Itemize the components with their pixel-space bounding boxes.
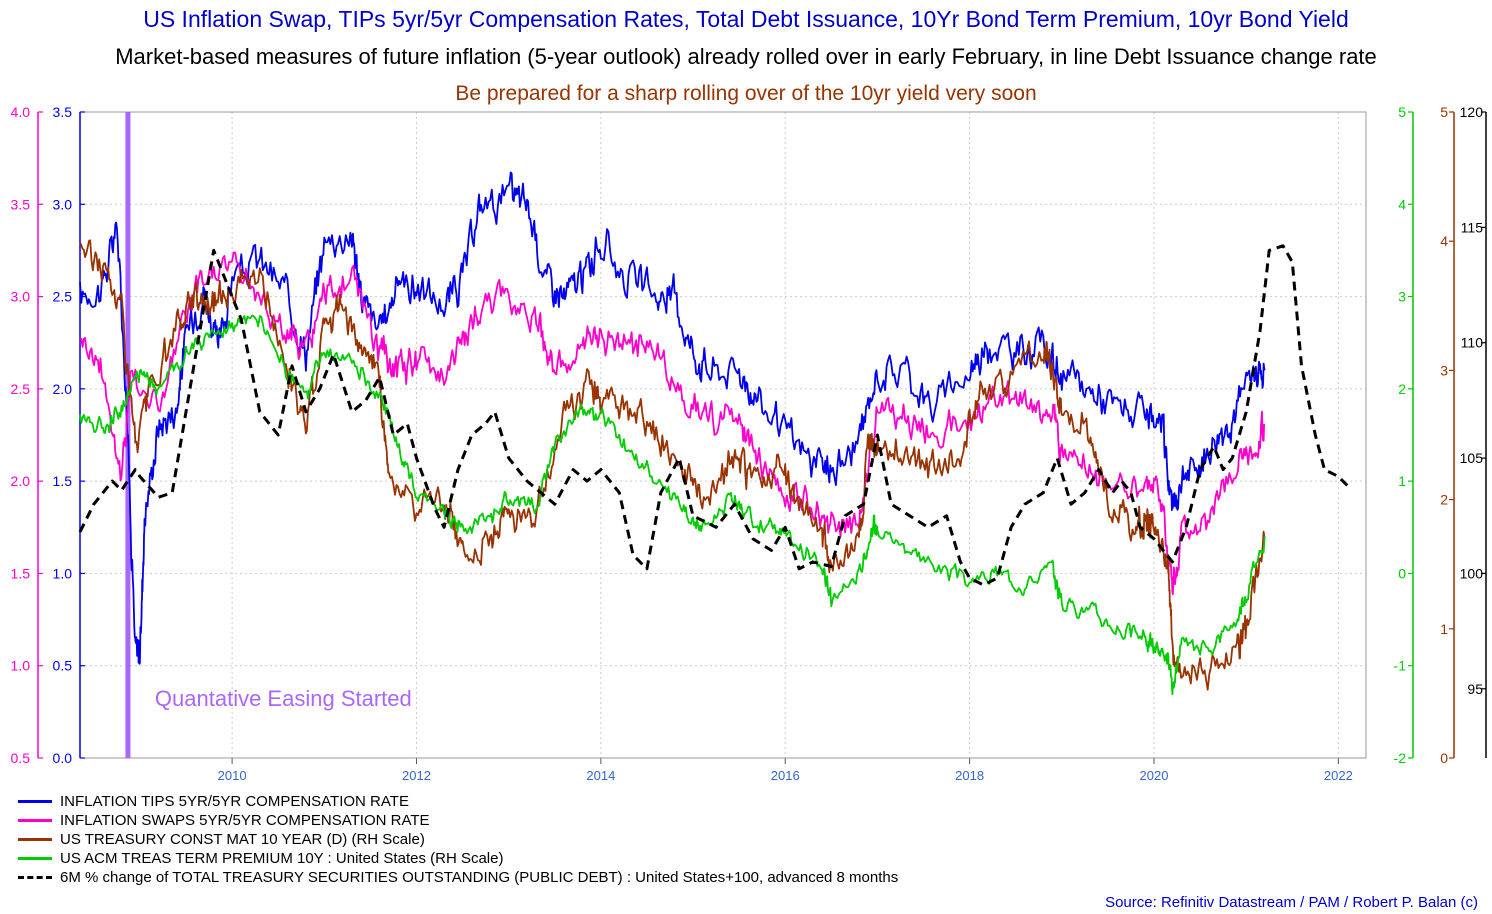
chart-subtitle: Market-based measures of future inflatio…: [115, 44, 1377, 69]
right_1-tick-label: 2: [1398, 381, 1406, 397]
legend-item: US ACM TREAS TERM PREMIUM 10Y : United S…: [18, 849, 898, 868]
chart-title: US Inflation Swap, TIPs 5yr/5yr Compensa…: [143, 6, 1349, 32]
source-note: Source: Refinitiv Datastream / PAM / Rob…: [1105, 894, 1478, 911]
legend-item: INFLATION SWAPS 5YR/5YR COMPENSATION RAT…: [18, 811, 898, 830]
right_3-tick-label: 95: [1467, 681, 1483, 697]
qe-annotation: Quantative Easing Started: [155, 686, 412, 711]
legend-swatch: [18, 876, 52, 879]
chart-subtitle-2: Be prepared for a sharp rolling over of …: [455, 82, 1037, 105]
right_2-tick-label: 4: [1440, 233, 1448, 249]
legend-label: INFLATION SWAPS 5YR/5YR COMPENSATION RAT…: [60, 812, 430, 829]
left_outer-tick-label: 2.5: [11, 381, 31, 397]
right_3-tick-label: 105: [1460, 450, 1484, 466]
left_outer-tick-label: 0.5: [11, 750, 31, 766]
left_inner-tick-label: 3.5: [53, 104, 73, 120]
legend-label: US ACM TREAS TERM PREMIUM 10Y : United S…: [60, 850, 504, 867]
series-line-3: [79, 239, 1266, 691]
left_inner-tick-label: 3.0: [53, 196, 73, 212]
right_1-tick-label: -1: [1394, 658, 1407, 674]
series-line-5: [78, 244, 1349, 587]
chart-legend: INFLATION TIPS 5YR/5YR COMPENSATION RATE…: [18, 792, 898, 887]
legend-swatch: [18, 838, 52, 841]
series-line-2: [79, 251, 1266, 596]
legend-label: 6M % change of TOTAL TREASURY SECURITIES…: [60, 869, 899, 886]
x-tick-label: 2012: [402, 768, 431, 783]
right_2-tick-label: 3: [1440, 362, 1448, 378]
legend-item: US TREASURY CONST MAT 10 YEAR (D) (RH Sc…: [18, 830, 898, 849]
left_inner-tick-label: 0.5: [53, 658, 73, 674]
left_outer-tick-label: 1.5: [11, 565, 31, 581]
right_3-tick-label: 120: [1460, 104, 1484, 120]
right_3-tick-label: 115: [1461, 219, 1484, 235]
right_3-tick-label: 100: [1460, 565, 1484, 581]
left_inner-tick-label: 2.5: [53, 289, 73, 305]
legend-swatch: [18, 819, 52, 822]
left_inner-tick-label: 1.0: [53, 565, 73, 581]
legend-item: 6M % change of TOTAL TREASURY SECURITIES…: [18, 868, 898, 887]
legend-swatch: [18, 857, 52, 860]
right_2-tick-label: 1: [1440, 621, 1448, 637]
series-line-1: [79, 171, 1266, 665]
right_1-tick-label: 4: [1398, 196, 1406, 212]
left_inner-tick-label: 1.5: [53, 473, 73, 489]
right_1-tick-label: 0: [1398, 565, 1406, 581]
x-tick-label: 2014: [586, 768, 615, 783]
left_inner-tick-label: 2.0: [53, 381, 73, 397]
x-tick-label: 2018: [955, 768, 984, 783]
x-tick-label: 2010: [218, 768, 247, 783]
right_2-tick-label: 5: [1440, 104, 1448, 120]
left_outer-tick-label: 3.5: [11, 196, 31, 212]
left_inner-tick-label: 0.0: [53, 750, 73, 766]
right_2-tick-label: 0: [1440, 750, 1448, 766]
right_1-tick-label: 5: [1398, 104, 1406, 120]
left_outer-tick-label: 2.0: [11, 473, 31, 489]
x-tick-label: 2016: [771, 768, 800, 783]
legend-swatch: [18, 800, 52, 803]
x-tick-label: 2020: [1140, 768, 1169, 783]
right_1-tick-label: 3: [1398, 289, 1406, 305]
x-tick-label: 2022: [1324, 768, 1353, 783]
right_2-tick-label: 2: [1440, 492, 1448, 508]
left_outer-tick-label: 3.0: [11, 289, 31, 305]
right_1-tick-label: -2: [1394, 750, 1407, 766]
right_1-tick-label: 1: [1398, 473, 1406, 489]
legend-item: INFLATION TIPS 5YR/5YR COMPENSATION RATE: [18, 792, 898, 811]
legend-label: US TREASURY CONST MAT 10 YEAR (D) (RH Sc…: [60, 831, 425, 848]
legend-label: INFLATION TIPS 5YR/5YR COMPENSATION RATE: [60, 793, 409, 810]
left_outer-tick-label: 4.0: [11, 104, 31, 120]
left_outer-tick-label: 1.0: [11, 658, 31, 674]
series-line-4: [79, 314, 1266, 696]
right_3-tick-label: 110: [1461, 335, 1484, 351]
